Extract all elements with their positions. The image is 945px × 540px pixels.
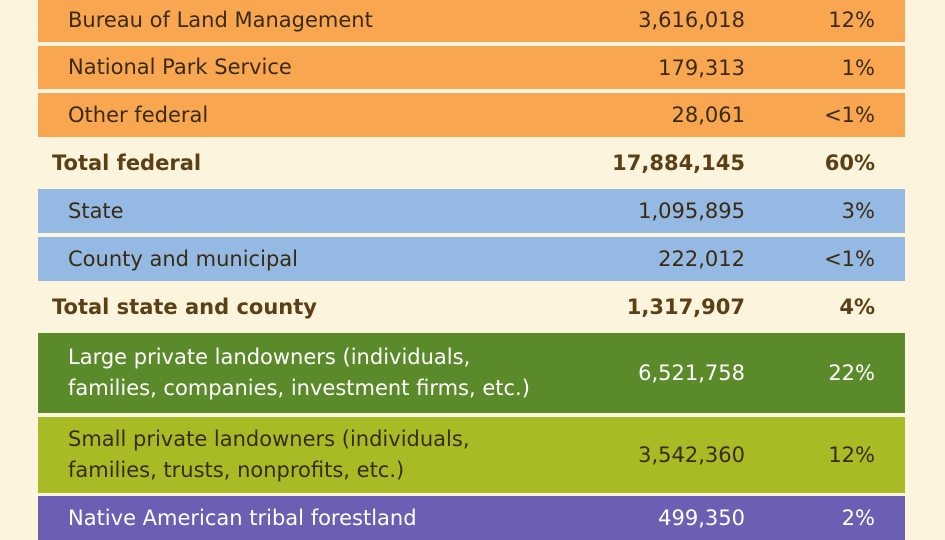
percent: 2% (841, 506, 875, 530)
total-row: Total federal 17,884,145 60% (38, 140, 905, 186)
acres: 28,061 (671, 103, 745, 127)
percent: 22% (828, 361, 875, 385)
acres: 3,616,018 (638, 8, 745, 32)
table-row: Other federal 28,061 <1% (38, 93, 905, 137)
percent: 12% (828, 443, 875, 467)
row-label: National Park Service (68, 55, 292, 79)
table-row: Native American tribal forestland 499,350… (38, 496, 905, 540)
percent: 3% (841, 199, 875, 223)
table-row: Small private landowners (individuals, f… (38, 417, 905, 493)
percent: <1% (824, 247, 875, 271)
acres: 3,542,360 (638, 443, 745, 467)
acres: 1,095,895 (638, 199, 745, 223)
percent: 12% (828, 8, 875, 32)
row-label: Total state and county (52, 294, 317, 319)
row-label: Bureau of Land Management (68, 7, 373, 32)
page: Bureau of Land Management 3,616,018 12% Nat… (38, 0, 905, 540)
table-row: County and municipal 222,012 <1% (38, 237, 905, 281)
table-row: National Park Service 179,313 1% (38, 46, 905, 89)
percent: 1% (841, 55, 875, 80)
row-label: Other federal (68, 102, 209, 127)
row-label: Small private landowners (individuals, f… (68, 427, 470, 482)
percent: <1% (824, 103, 875, 127)
table-row: Large private landowners (individuals, f… (38, 333, 905, 413)
acres: 6,521,758 (638, 361, 745, 385)
acres: 17,884,145 (612, 151, 745, 175)
row-label: Native American tribal forestland (68, 505, 417, 530)
percent: 60% (824, 151, 875, 175)
percent: 4% (839, 295, 875, 319)
total-row: Total state and county 1,317,907 4% (38, 284, 905, 330)
acres: 179,313 (658, 55, 745, 80)
row-label: Large private landowners (individuals, f… (68, 345, 530, 400)
row-label: County and municipal (68, 246, 298, 271)
row-label: State (68, 198, 124, 223)
row-label: Total federal (52, 150, 202, 175)
acres: 1,317,907 (626, 295, 745, 319)
table-row: State 1,095,895 3% (38, 189, 905, 233)
acres: 222,012 (658, 247, 745, 271)
table-row: Bureau of Land Management 3,616,018 12% (38, 0, 905, 42)
acres: 499,350 (658, 506, 745, 530)
